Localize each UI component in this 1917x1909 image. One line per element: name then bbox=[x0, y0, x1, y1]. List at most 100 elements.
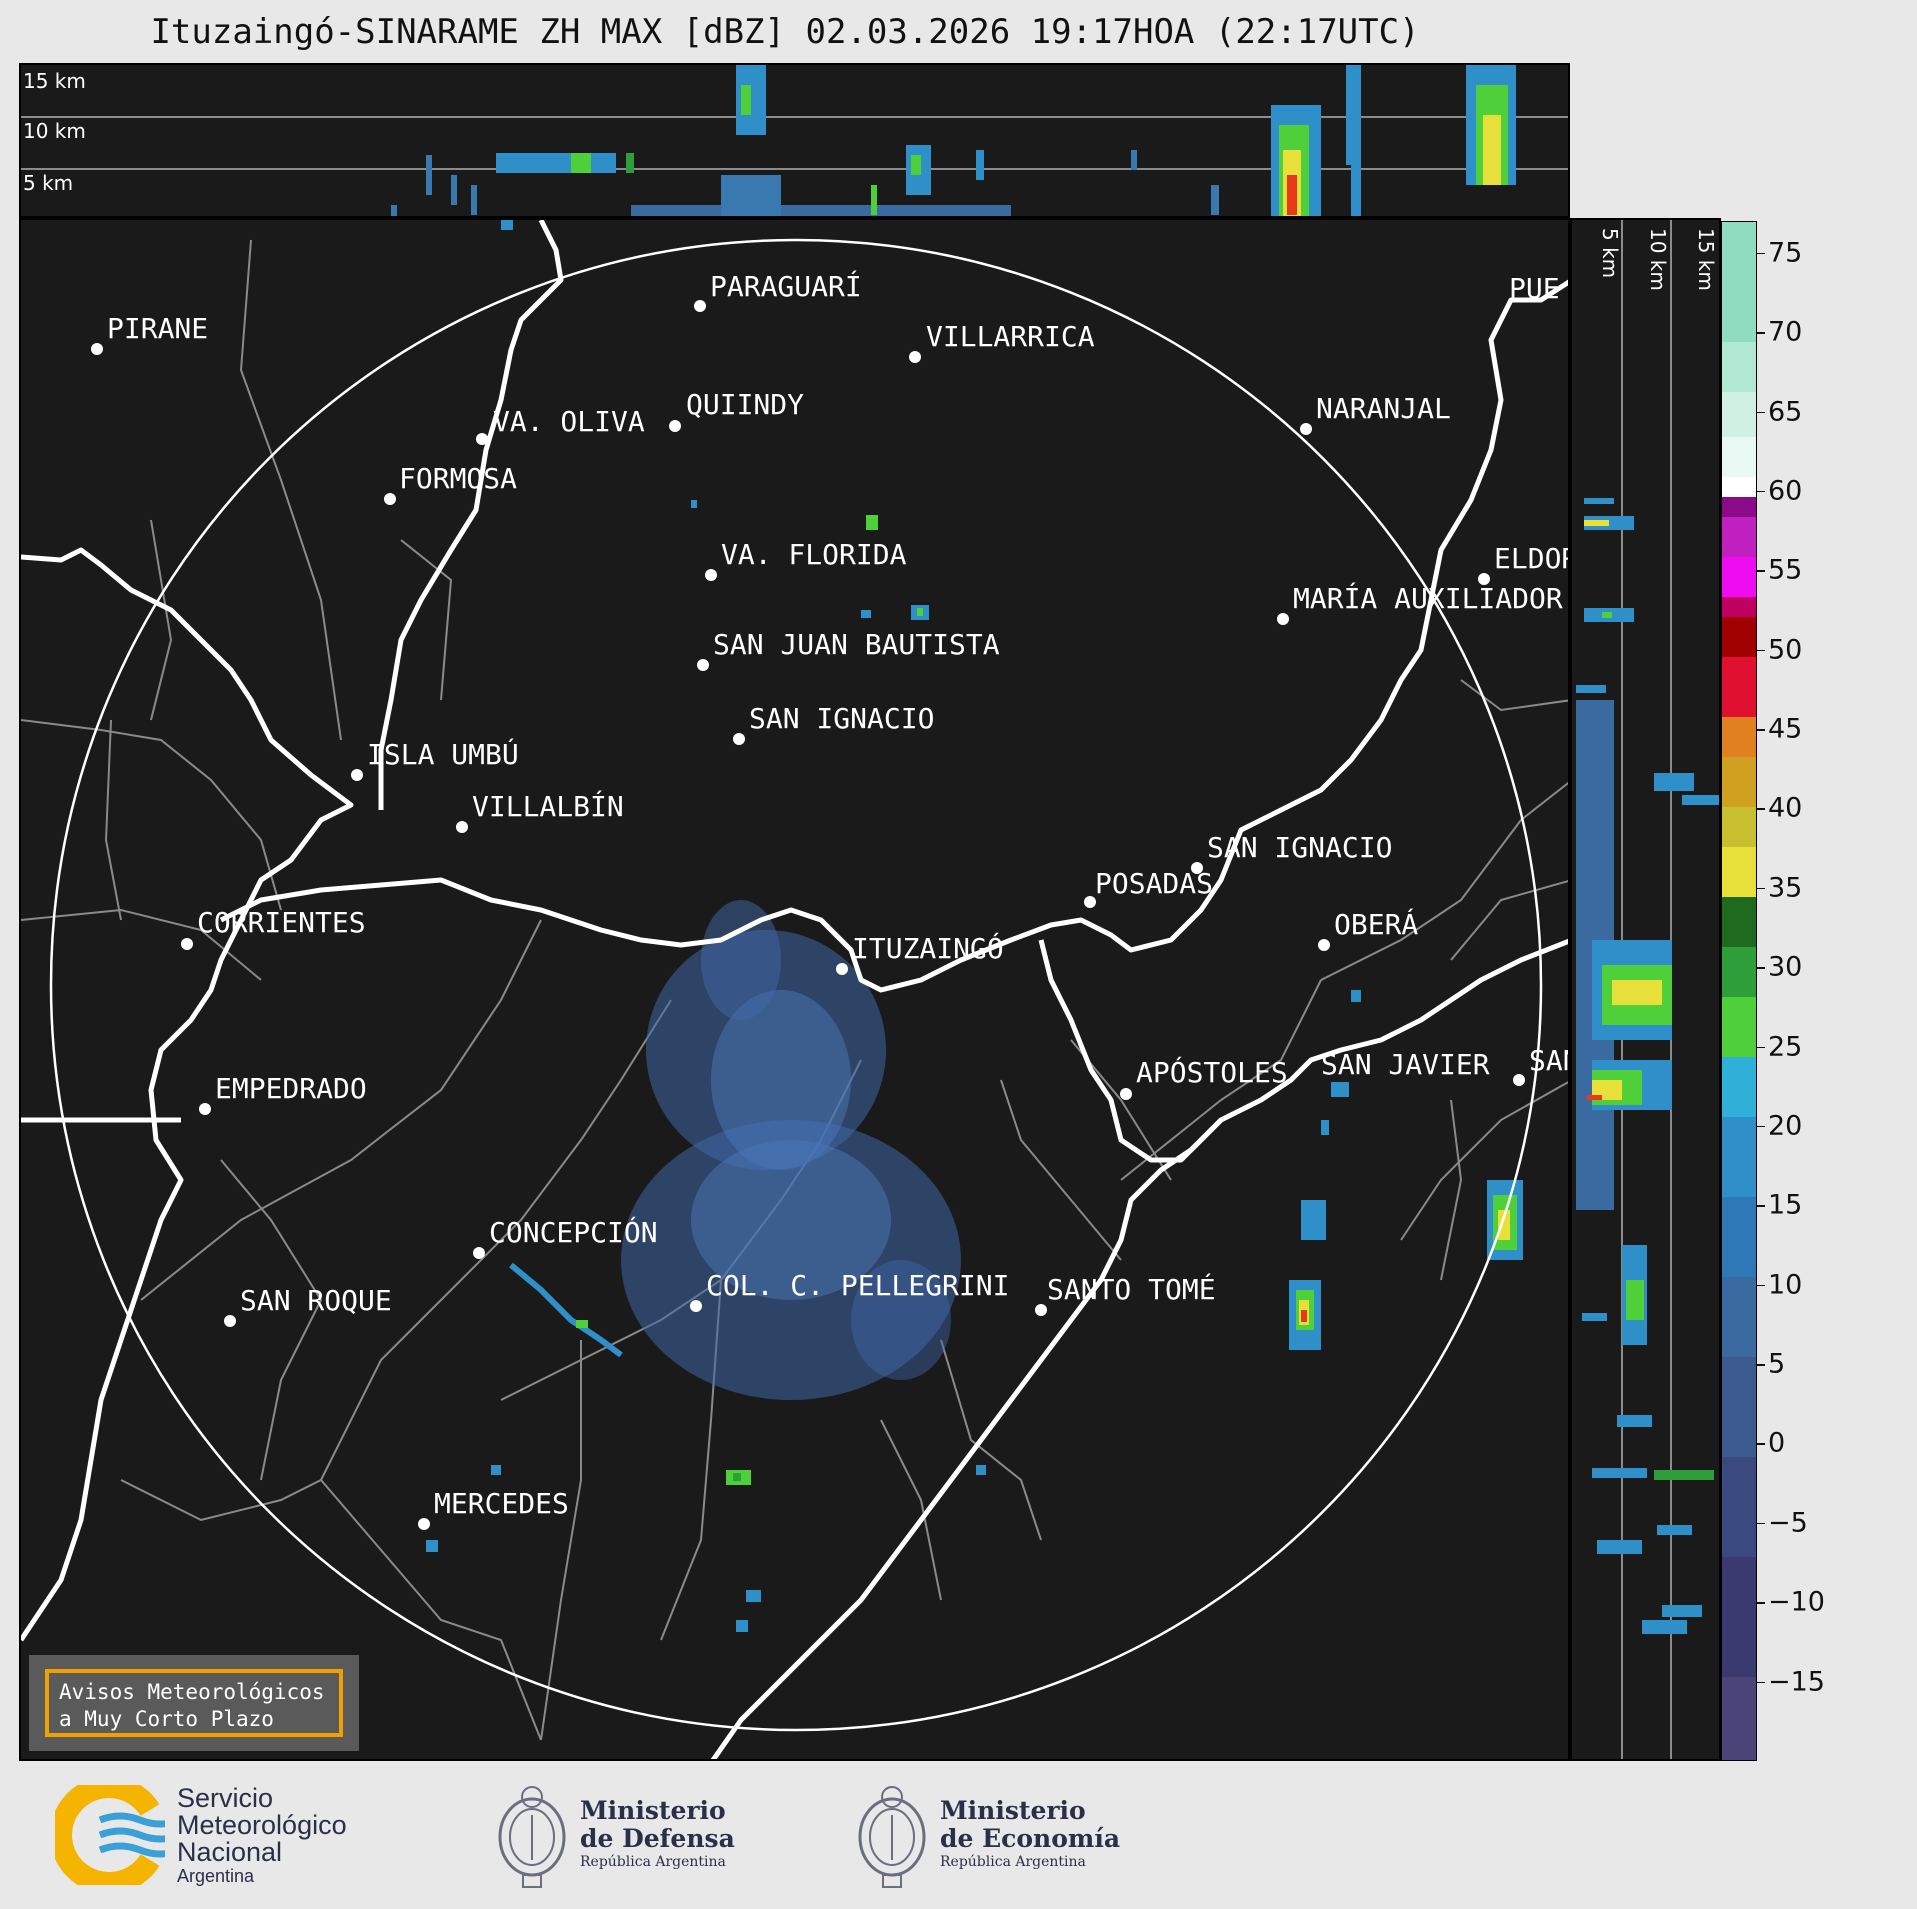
city-label-va-oliva: VA. OLIVA bbox=[493, 405, 645, 438]
colorbar-tick-mark bbox=[1757, 1522, 1765, 1525]
defensa-logo: Ministerio de Defensa República Argentin… bbox=[495, 1775, 755, 1895]
city-dot-va-florida bbox=[705, 569, 717, 581]
city-label-pue: PUE bbox=[1509, 272, 1560, 305]
city-label-san-roque: SAN ROQUE bbox=[240, 1284, 392, 1317]
radar-map-svg bbox=[21, 220, 1568, 1759]
city-label-eldor: ELDOR bbox=[1494, 542, 1570, 575]
colorbar-tick-mark bbox=[1757, 808, 1765, 810]
colorbar-tick-mark bbox=[1757, 1125, 1765, 1128]
colorbar-tick-mark bbox=[1757, 570, 1765, 572]
colorbar-tick-label: −5 bbox=[1768, 1507, 1808, 1539]
colorbar-tick-label: 45 bbox=[1768, 713, 1803, 745]
economia-logo: Ministerio de Economía República Argenti… bbox=[855, 1775, 1135, 1895]
colorbar-tick-mark bbox=[1757, 332, 1765, 334]
city-dot-paraguari bbox=[694, 300, 706, 312]
colorbar-tick-label: 40 bbox=[1768, 792, 1803, 824]
city-label-paraguari: PARAGUARÍ bbox=[710, 270, 862, 303]
warning-box-inner: Avisos Meteorológicos a Muy Corto Plazo bbox=[45, 1669, 343, 1737]
colorbar-tick-label: 15 bbox=[1768, 1189, 1803, 1221]
city-label-posadas: POSADAS bbox=[1095, 867, 1214, 900]
city-dot-posadas bbox=[1084, 896, 1096, 908]
city-dot-pirane bbox=[91, 343, 103, 355]
warning-box: Avisos Meteorológicos a Muy Corto Plazo bbox=[29, 1655, 359, 1751]
colorbar-tick-label: 60 bbox=[1768, 475, 1803, 507]
colorbar-tick-label: 75 bbox=[1768, 237, 1803, 269]
city-dot-san-roque bbox=[224, 1315, 236, 1327]
rivers-borders bbox=[21, 220, 1568, 1759]
top-echoes bbox=[391, 65, 1516, 216]
colorbar-tick-label: 25 bbox=[1768, 1031, 1803, 1063]
side-cross-section-panel: 5 km 10 km 15 km bbox=[1570, 218, 1721, 1761]
top-alt-label-5km: 5 km bbox=[23, 171, 74, 195]
colorbar-tick-label: 10 bbox=[1768, 1269, 1803, 1301]
chart-title: Ituzaingó-SINARAME ZH MAX [dBZ] 02.03.20… bbox=[150, 12, 1420, 52]
city-dot-san-ignacio-ar bbox=[1191, 862, 1203, 874]
city-label-empedrado: EMPEDRADO bbox=[215, 1072, 367, 1105]
city-dot-isla-umbu bbox=[351, 769, 363, 781]
smn-line-3: Nacional bbox=[177, 1837, 283, 1867]
colorbar-tick-mark bbox=[1757, 1602, 1765, 1604]
city-label-apostoles: APÓSTOLES bbox=[1136, 1056, 1288, 1089]
city-label-san-juan-bautista: SAN JUAN BAUTISTA bbox=[713, 628, 1000, 661]
city-dot-formosa bbox=[384, 493, 396, 505]
city-dot-apostoles bbox=[1120, 1088, 1132, 1100]
city-label-villalbin: VILLALBÍN bbox=[472, 790, 624, 823]
smn-line-2: Meteorológico bbox=[177, 1810, 347, 1840]
colorbar-tick-label: −15 bbox=[1768, 1666, 1825, 1698]
city-dot-empedrado bbox=[199, 1103, 211, 1115]
colorbar-tick-mark bbox=[1757, 1443, 1765, 1445]
city-dot-maria-auxiliador bbox=[1277, 613, 1289, 625]
city-label-pirane: PIRANE bbox=[107, 312, 209, 345]
city-dot-obera bbox=[1318, 939, 1330, 951]
colorbar-tick-label: 35 bbox=[1768, 872, 1803, 904]
city-dot-col-c-pellegrini bbox=[690, 1300, 702, 1312]
city-dot-san-juan-bautista bbox=[697, 659, 709, 671]
top-cross-section-svg bbox=[21, 65, 1568, 216]
city-dot-san bbox=[1513, 1074, 1525, 1086]
radar-range-ring bbox=[49, 238, 1543, 1732]
city-label-san: SAN bbox=[1529, 1044, 1568, 1077]
radar-echo-field bbox=[426, 220, 1523, 1632]
economia-line-1: Ministerio bbox=[940, 1796, 1086, 1825]
city-label-ituzaingo: ITUZAINGÓ bbox=[852, 932, 1004, 965]
city-label-santo-tome: SANTO TOMÉ bbox=[1047, 1273, 1216, 1306]
city-label-san-javier: SAN JAVIER bbox=[1321, 1048, 1490, 1081]
smn-line-1: Servicio bbox=[177, 1783, 274, 1813]
colorbar-tick-mark bbox=[1757, 490, 1765, 493]
defensa-line-1: Ministerio bbox=[580, 1796, 726, 1825]
city-label-isla-umbu: ISLA UMBÚ bbox=[367, 738, 519, 771]
side-alt-label-5km: 5 km bbox=[1598, 228, 1622, 279]
city-label-quiindy: QUIINDY bbox=[686, 388, 805, 421]
city-dot-quiindy bbox=[669, 420, 681, 432]
city-label-san-ignacio-py: SAN IGNACIO bbox=[749, 702, 935, 735]
city-label-maria-auxiliador: MARÍA AUXILIADOR bbox=[1293, 582, 1563, 615]
side-echoes bbox=[1576, 498, 1719, 1634]
city-label-naranjal: NARANJAL bbox=[1316, 392, 1451, 425]
colorbar-tick-label: 30 bbox=[1768, 951, 1803, 983]
dbz-colorbar bbox=[1721, 221, 1757, 1761]
top-cross-section-panel: 15 km 10 km 5 km bbox=[19, 63, 1570, 218]
defensa-seal-icon bbox=[498, 1786, 566, 1888]
economia-line-3: República Argentina bbox=[940, 1854, 1086, 1870]
warning-line-1: Avisos Meteorológicos bbox=[59, 1680, 325, 1704]
city-dot-va-oliva bbox=[476, 433, 488, 445]
colorbar-tick-label: 55 bbox=[1768, 554, 1803, 586]
colorbar-tick-mark bbox=[1757, 252, 1765, 255]
smn-logo: Servicio Meteorológico Nacional Argentin… bbox=[50, 1776, 395, 1895]
colorbar-tick-mark bbox=[1757, 1284, 1765, 1287]
colorbar-tick-mark bbox=[1757, 649, 1765, 652]
city-dot-santo-tome bbox=[1035, 1304, 1047, 1316]
top-alt-label-10km: 10 km bbox=[23, 119, 86, 143]
city-dot-naranjal bbox=[1300, 423, 1312, 435]
colorbar-tick-mark bbox=[1757, 1681, 1765, 1684]
smn-line-4: Argentina bbox=[177, 1866, 255, 1886]
colorbar-tick-mark bbox=[1757, 1205, 1765, 1207]
side-alt-label-15km: 15 km bbox=[1694, 228, 1718, 291]
defensa-line-2: de Defensa bbox=[580, 1824, 735, 1853]
colorbar-svg bbox=[1722, 222, 1756, 1760]
colorbar-tick-label: 50 bbox=[1768, 634, 1803, 666]
economia-line-2: de Economía bbox=[940, 1824, 1121, 1853]
economia-seal-icon bbox=[858, 1786, 926, 1888]
city-dot-mercedes bbox=[418, 1518, 430, 1530]
city-label-concepcion: CONCEPCIÓN bbox=[489, 1216, 658, 1249]
